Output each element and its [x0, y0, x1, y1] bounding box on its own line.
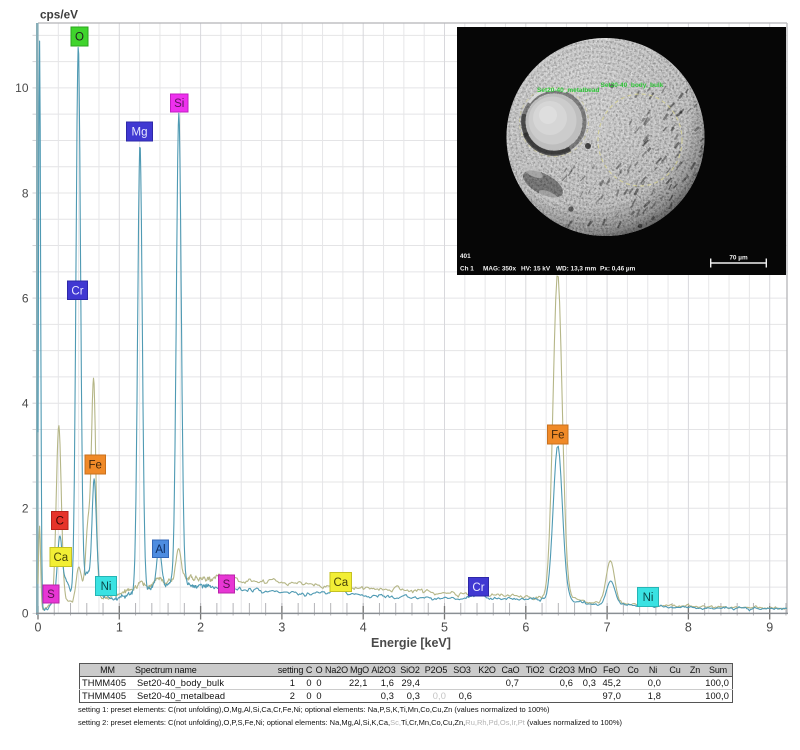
- svg-text:4: 4: [360, 621, 367, 635]
- svg-text:Px: 0,46 µm: Px: 0,46 µm: [600, 266, 636, 273]
- svg-text:401: 401: [460, 253, 471, 260]
- svg-text:Set20-40_body_bulk: Set20-40_body_bulk: [601, 82, 664, 89]
- svg-text:4: 4: [22, 397, 29, 411]
- svg-text:2: 2: [22, 502, 29, 516]
- svg-text:Al: Al: [155, 544, 165, 556]
- svg-text:3: 3: [278, 621, 285, 635]
- svg-text:Set20-40_metalbead: Set20-40_metalbead: [537, 87, 600, 94]
- svg-text:cps/eV: cps/eV: [40, 8, 78, 22]
- svg-text:Ch 1: Ch 1: [460, 266, 474, 273]
- svg-text:6: 6: [522, 621, 529, 635]
- svg-text:O: O: [75, 32, 84, 44]
- svg-text:8: 8: [22, 186, 29, 200]
- svg-text:8: 8: [685, 621, 692, 635]
- svg-text:Mg: Mg: [132, 127, 148, 139]
- svg-text:Ca: Ca: [333, 577, 348, 589]
- svg-text:S: S: [223, 579, 231, 591]
- svg-text:0: 0: [22, 607, 29, 621]
- svg-text:6: 6: [22, 291, 29, 305]
- svg-text:Energie [keV]: Energie [keV]: [371, 636, 451, 650]
- svg-text:C: C: [56, 516, 64, 528]
- svg-text:1: 1: [116, 621, 123, 635]
- svg-text:Cr: Cr: [472, 582, 484, 594]
- svg-text:Fe: Fe: [88, 460, 101, 472]
- svg-text:MAG: 350x: MAG: 350x: [483, 266, 516, 273]
- svg-text:Cr: Cr: [71, 285, 83, 297]
- svg-text:Fe: Fe: [551, 430, 564, 442]
- svg-text:10: 10: [15, 81, 29, 95]
- svg-text:S: S: [47, 589, 55, 601]
- svg-text:Ni: Ni: [101, 581, 112, 593]
- svg-text:2: 2: [197, 621, 204, 635]
- svg-text:Ni: Ni: [643, 592, 654, 604]
- svg-text:Si: Si: [174, 98, 184, 110]
- svg-text:9: 9: [766, 621, 773, 635]
- svg-text:0: 0: [35, 621, 42, 635]
- svg-text:WD: 13,3 mm: WD: 13,3 mm: [556, 266, 596, 273]
- svg-text:70 µm: 70 µm: [729, 255, 748, 262]
- svg-text:7: 7: [604, 621, 611, 635]
- svg-text:Ca: Ca: [53, 552, 68, 564]
- svg-text:HV: 15 kV: HV: 15 kV: [521, 266, 551, 273]
- svg-text:5: 5: [441, 621, 448, 635]
